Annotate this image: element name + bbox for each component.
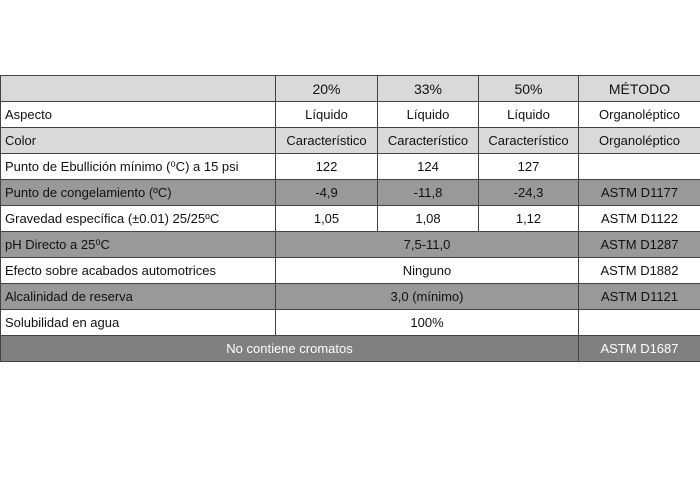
table-cell: 122 xyxy=(275,153,378,180)
table-cell: ASTM D1121 xyxy=(578,283,700,310)
table-cell: Punto de Ebullición mínimo (⁰C) a 15 psi xyxy=(0,153,276,180)
spec-table: 20% 33% 50% MÉTODO Aspecto Líquido Líquido… xyxy=(0,75,700,362)
table-cell: 3,0 (mínimo) xyxy=(275,283,579,310)
table-row: Efecto sobre acabados automotrices Ningun… xyxy=(0,257,700,284)
table-row: Color Característico Característico Caracte… xyxy=(0,127,700,154)
table-cell: ASTM D1687 xyxy=(578,335,700,362)
table-cell: Alcalinidad de reserva xyxy=(0,283,276,310)
table-cell: Ninguno xyxy=(275,257,579,284)
table-cell: Color xyxy=(0,127,276,154)
table-cell: Característico xyxy=(478,127,579,154)
table-cell: Característico xyxy=(377,127,479,154)
table-cell: 127 xyxy=(478,153,579,180)
header-cell: 20% xyxy=(275,75,378,102)
table-cell: Efecto sobre acabados automotrices xyxy=(0,257,276,284)
table-cell: Punto de congelamiento (ºC) xyxy=(0,179,276,206)
table-cell: ASTM D1882 xyxy=(578,257,700,284)
table-cell: 7,5-11,0 xyxy=(275,231,579,258)
table-row: pH Directo a 25⁰C 7,5-11,0 ASTM D1287 xyxy=(0,231,700,258)
table-row: Punto de congelamiento (ºC) -4,9 -11,8 -24,… xyxy=(0,179,700,206)
table-cell: 1,12 xyxy=(478,205,579,232)
table-cell: ASTM D1287 xyxy=(578,231,700,258)
table-cell: -4,9 xyxy=(275,179,378,206)
table-row: Punto de Ebullición mínimo (⁰C) a 15 psi… xyxy=(0,153,700,180)
table-cell: 100% xyxy=(275,309,579,336)
table-cell: Solubilidad en agua xyxy=(0,309,276,336)
table-cell xyxy=(578,153,700,180)
header-cell: 33% xyxy=(377,75,479,102)
table-row: Aspecto Líquido Líquido Líquido Organoléptic… xyxy=(0,101,700,128)
table-cell xyxy=(578,309,700,336)
header-cell: 50% xyxy=(478,75,579,102)
table-body: Aspecto Líquido Líquido Líquido Organoléptic… xyxy=(0,101,700,362)
table-cell: -24,3 xyxy=(478,179,579,206)
table-cell: Organoléptico xyxy=(578,101,700,128)
table-cell: Líquido xyxy=(275,101,378,128)
table-row: Gravedad específica (±0.01) 25/25ºC 1,05 1… xyxy=(0,205,700,232)
table-cell: Gravedad específica (±0.01) 25/25ºC xyxy=(0,205,276,232)
table-row: No contiene cromatos ASTM D1687 xyxy=(0,335,700,362)
table-cell: Aspecto xyxy=(0,101,276,128)
header-cell xyxy=(0,75,276,102)
table-cell: Característico xyxy=(275,127,378,154)
table-cell: Organoléptico xyxy=(578,127,700,154)
table-cell: ASTM D1177 xyxy=(578,179,700,206)
table-cell: 1,05 xyxy=(275,205,378,232)
table-cell: Líquido xyxy=(377,101,479,128)
table-cell: pH Directo a 25⁰C xyxy=(0,231,276,258)
table-row: Solubilidad en agua 100% xyxy=(0,309,700,336)
header-row: 20% 33% 50% MÉTODO xyxy=(0,75,700,102)
table-row: Alcalinidad de reserva 3,0 (mínimo) ASTM D… xyxy=(0,283,700,310)
table-cell: 124 xyxy=(377,153,479,180)
table-cell: Líquido xyxy=(478,101,579,128)
table-cell: -11,8 xyxy=(377,179,479,206)
header-cell: MÉTODO xyxy=(578,75,700,102)
table-cell: 1,08 xyxy=(377,205,479,232)
table-cell: ASTM D1122 xyxy=(578,205,700,232)
table-cell: No contiene cromatos xyxy=(0,335,579,362)
